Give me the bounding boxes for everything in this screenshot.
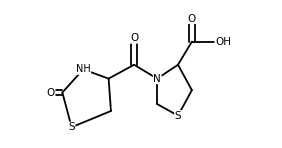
Text: N: N [153,74,161,84]
Text: OH: OH [215,37,231,47]
Text: NH: NH [76,64,91,74]
Text: S: S [68,122,75,132]
Text: O: O [130,33,138,43]
Text: O: O [188,13,196,24]
Text: O: O [47,87,55,98]
Text: S: S [175,111,181,121]
